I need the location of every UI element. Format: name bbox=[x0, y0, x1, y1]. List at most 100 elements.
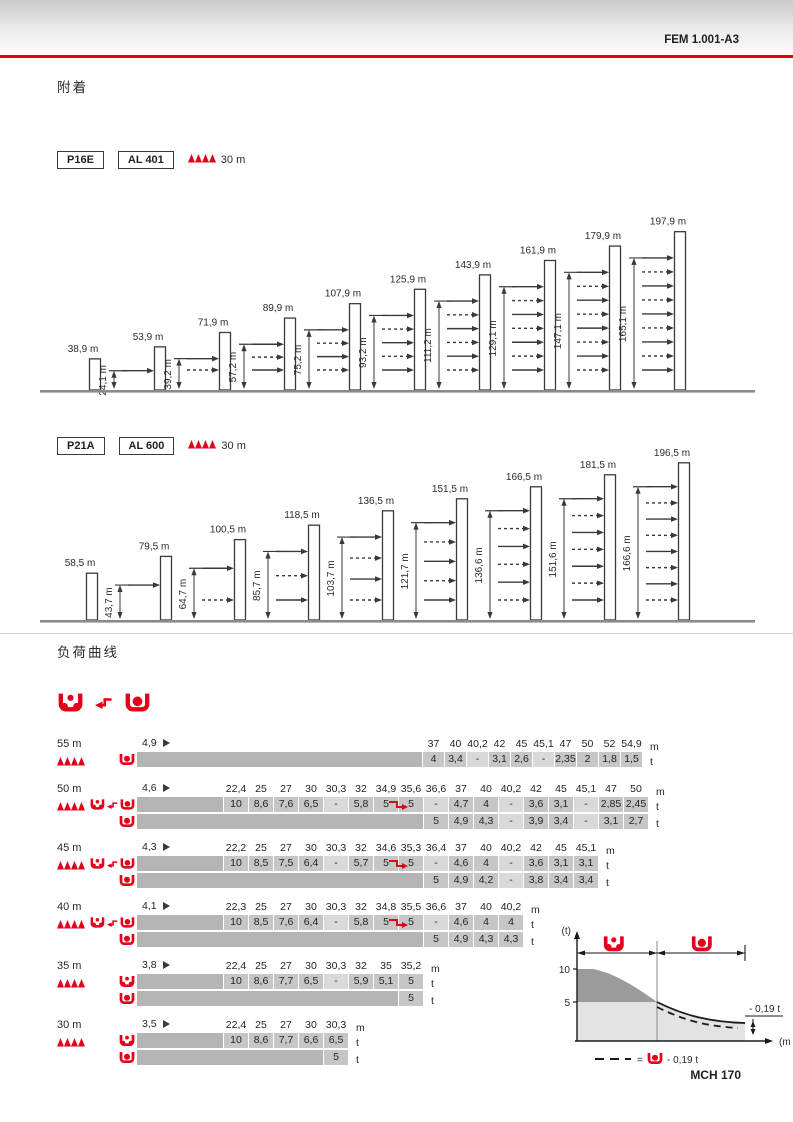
load-cell: 6,5 bbox=[299, 797, 323, 812]
tower bbox=[159, 555, 173, 621]
two-fall-hook-icon bbox=[119, 875, 135, 887]
load-cell: - bbox=[424, 856, 448, 871]
load-cell: 3,1 bbox=[549, 856, 573, 871]
load-cell: 2 bbox=[577, 752, 598, 767]
radius-cell: 22,4 bbox=[225, 960, 247, 972]
radius-cell: 30 bbox=[305, 783, 317, 795]
document-reference: FEM 1.001-A3 bbox=[664, 34, 739, 46]
load-curve-section-title: 负荷曲线 bbox=[57, 645, 119, 660]
tower-height-label: 166,5 m bbox=[506, 472, 542, 483]
radius-cell: 37 bbox=[455, 901, 467, 913]
load-bar bbox=[137, 856, 223, 871]
jib-length-label: 30 m bbox=[220, 154, 246, 166]
y-tick-10: 10 bbox=[559, 965, 571, 976]
load-cell: 7,5 bbox=[274, 856, 298, 871]
in-bar-transfer-arrow-icon bbox=[389, 801, 408, 810]
load-bar bbox=[137, 1033, 223, 1048]
tower-height-label: 196,5 m bbox=[654, 448, 690, 459]
two-fall-hook-icon bbox=[119, 1052, 135, 1064]
load-unit: t bbox=[650, 756, 653, 768]
row-hook-icons bbox=[90, 975, 135, 988]
tower bbox=[85, 572, 99, 621]
load-cell: 8,5 bbox=[249, 915, 273, 930]
radius-cell: 30 bbox=[305, 842, 317, 854]
radius-cell: 36,4 bbox=[425, 842, 447, 854]
radius-cell: 32 bbox=[355, 960, 367, 972]
load-cell: 5 bbox=[399, 974, 423, 989]
anchorage-section-title: 附着 bbox=[57, 80, 88, 95]
radii-row: 4,3 22,2 25 27 30 30,3 32 34,6 35,3 36,4 37 40 40,2… bbox=[137, 841, 737, 857]
load-bar bbox=[137, 752, 422, 767]
load-cell: 2,7 bbox=[624, 814, 648, 829]
tower-height-label: 100,5 m bbox=[210, 525, 246, 536]
load-bar bbox=[137, 814, 423, 829]
four-fall-hook-icon bbox=[119, 1035, 135, 1047]
load-group: 30 m 3,5 22,4 25 27 30 30,3 m 10 8,6 7,7 6,6 6,5 t 5 t bbox=[57, 1018, 737, 1067]
load-bar bbox=[137, 915, 223, 930]
anchor-height-label: 75,2 m bbox=[293, 345, 304, 376]
min-radius-arrow-icon bbox=[162, 902, 170, 910]
load-cell: 7,7 bbox=[274, 974, 298, 989]
radius-cell: 50 bbox=[581, 738, 594, 750]
load-cell: - bbox=[499, 856, 523, 871]
radius-cell: 45 bbox=[555, 783, 567, 795]
load-unit: t bbox=[606, 860, 609, 872]
tower bbox=[307, 524, 321, 621]
two-fall-hook-icon bbox=[119, 816, 135, 828]
load-cell: 4 bbox=[499, 915, 523, 930]
reeving-legend bbox=[57, 692, 151, 718]
jib-icon bbox=[57, 920, 85, 929]
diagram1-badges: P16E AL 401 30 m bbox=[57, 151, 245, 169]
tower-height-label: 38,9 m bbox=[68, 344, 99, 355]
load-cell: 5 bbox=[374, 856, 398, 871]
two-fall-area bbox=[577, 1002, 745, 1041]
load-cell: 10 bbox=[224, 915, 248, 930]
load-cell: 4,3 bbox=[499, 932, 523, 947]
two-fall-hook-icon bbox=[119, 934, 135, 946]
radius-cell: 30,3 bbox=[325, 901, 347, 913]
load-cell: - bbox=[324, 797, 348, 812]
load-unit: t bbox=[531, 936, 534, 948]
load-cell: 5 bbox=[424, 814, 448, 829]
load-unit: t bbox=[656, 818, 659, 830]
radius-cell: 47 bbox=[559, 738, 572, 750]
radius-cell: 37 bbox=[455, 783, 467, 795]
load-row: 5 4,9 4,3 4,3 t bbox=[119, 932, 737, 949]
load-cell: 7,6 bbox=[274, 915, 298, 930]
section-divider bbox=[0, 633, 793, 634]
load-cell: 4,6 bbox=[449, 856, 473, 871]
y-axis-arrow bbox=[574, 931, 580, 939]
radius-cell: 40 bbox=[449, 738, 462, 750]
load-cell: 6,5 bbox=[299, 974, 323, 989]
tower bbox=[455, 498, 469, 621]
radius-cell: 36,6 bbox=[425, 783, 447, 795]
radius-cell: 25 bbox=[255, 960, 267, 972]
load-cell: 3,4 bbox=[549, 814, 573, 829]
four-fall-hook-icon bbox=[119, 976, 135, 988]
load-cell: 5 bbox=[324, 1050, 348, 1065]
anchor-height-label: 151,6 m bbox=[548, 541, 559, 577]
radius-cell: 27 bbox=[280, 783, 292, 795]
load-cell: 5 bbox=[424, 932, 448, 947]
tower-height-label: 151,5 m bbox=[432, 484, 468, 495]
radius-cell: 50 bbox=[630, 783, 642, 795]
load-row: 10 8,6 7,7 6,6 6,5 t bbox=[119, 1033, 737, 1050]
load-cell: 10 bbox=[224, 974, 248, 989]
jib-icon bbox=[57, 802, 85, 811]
two-fall-hook-icon bbox=[120, 799, 135, 810]
load-cell: 3,4 bbox=[574, 873, 598, 888]
jib-icon bbox=[57, 757, 85, 766]
tower-height-label: 179,9 m bbox=[585, 231, 621, 242]
load-cell: 5 bbox=[374, 797, 398, 812]
four-fall-hook-icon bbox=[90, 917, 105, 928]
load-cell: 7,6 bbox=[274, 797, 298, 812]
tower-height-label: 125,9 m bbox=[390, 274, 426, 285]
load-cell: 8,5 bbox=[249, 856, 273, 871]
load-row: 10 8,6 7,6 6,5-5,8 5 5-4,7 4-3,6 3,1-2,85 2,45 t bbox=[90, 797, 737, 814]
load-cell: 1,8 bbox=[599, 752, 620, 767]
tower-height-label: 181,5 m bbox=[580, 460, 616, 471]
tower bbox=[529, 486, 543, 621]
min-radius-arrow-icon bbox=[162, 784, 170, 792]
load-cell: 6,4 bbox=[299, 915, 323, 930]
